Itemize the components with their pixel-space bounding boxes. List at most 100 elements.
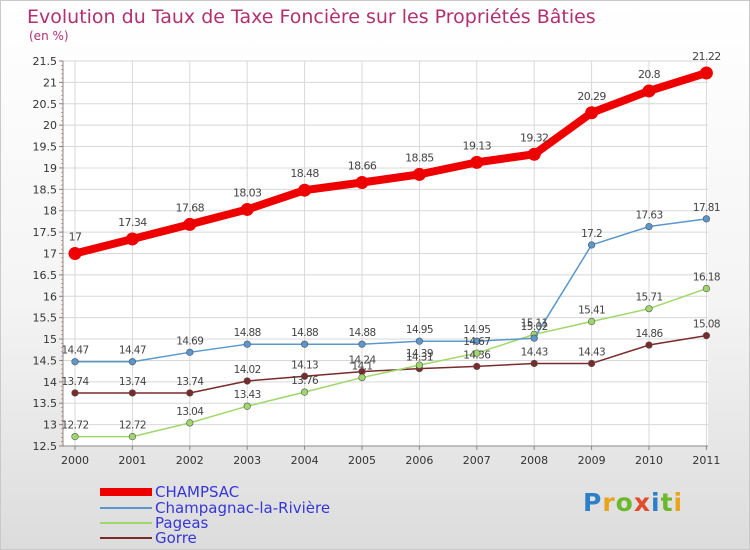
data-point <box>415 337 424 345</box>
data-label: 12.72 <box>119 420 146 432</box>
data-label: 15.11 <box>521 317 548 329</box>
data-point <box>587 359 596 368</box>
y-tick-label: 12.5 <box>33 440 58 453</box>
x-tick-label: 2010 <box>635 454 663 467</box>
data-point <box>702 284 711 293</box>
data-label: 17.68 <box>176 201 205 214</box>
y-tick-label: 19.5 <box>33 141 58 154</box>
chart-title: Evolution du Taux de Taxe Foncière sur l… <box>27 6 596 28</box>
data-point <box>186 419 194 427</box>
x-tick-label: 2005 <box>348 454 376 467</box>
data-label: 13.74 <box>119 376 147 388</box>
x-tick-label: 2004 <box>291 454 319 467</box>
data-label: 18.85 <box>405 151 434 164</box>
data-point <box>298 183 312 197</box>
logo-letter: t <box>660 488 674 517</box>
data-label: 12.72 <box>61 420 88 432</box>
data-label: 17 <box>69 231 82 244</box>
data-label: 15.08 <box>693 319 720 331</box>
data-point <box>473 349 481 357</box>
x-tick-label: 2008 <box>520 454 548 467</box>
x-tick-label: 2009 <box>578 454 606 467</box>
data-label: 14.86 <box>635 328 663 340</box>
data-point <box>645 222 653 231</box>
data-label: 21.22 <box>692 50 721 63</box>
legend-swatch <box>100 537 152 539</box>
data-label: 13.04 <box>176 406 204 418</box>
data-label: 18.48 <box>290 167 319 180</box>
data-point <box>358 340 366 348</box>
data-point <box>530 359 538 368</box>
legend-swatch <box>100 488 152 496</box>
data-point <box>301 372 309 380</box>
data-label: 18.03 <box>233 186 262 199</box>
data-label: 20.29 <box>577 90 606 103</box>
legend-label: CHAMPSAC <box>155 483 240 501</box>
data-point <box>415 361 424 369</box>
data-point <box>702 332 711 340</box>
data-label: 17.34 <box>118 216 147 229</box>
data-label: 14.47 <box>119 345 146 357</box>
y-tick-label: 18 <box>43 205 57 218</box>
data-label: 18.66 <box>348 159 377 172</box>
data-point <box>301 340 309 348</box>
data-label: 17.81 <box>693 202 720 214</box>
legend-item: Pageas <box>100 514 208 532</box>
proxiti-logo: Proxiti <box>583 488 683 517</box>
legend-item: Champagnac-la-Rivière <box>100 499 330 517</box>
data-label: 14.47 <box>61 345 88 357</box>
data-label: 13.74 <box>61 376 89 388</box>
y-tick-label: 21 <box>43 76 57 89</box>
data-point <box>585 106 599 120</box>
data-point <box>527 147 541 161</box>
data-point <box>470 155 484 169</box>
logo-letter: o <box>615 488 634 517</box>
y-tick-label: 18.5 <box>33 183 58 196</box>
series-line-3 <box>74 334 708 394</box>
data-label: 20.8 <box>638 68 661 81</box>
data-label: 14.88 <box>291 327 318 339</box>
y-tick-label: 17 <box>43 248 57 261</box>
y-tick-label: 13.5 <box>33 397 58 410</box>
legend-swatch <box>100 522 152 524</box>
data-point <box>243 340 251 348</box>
data-point <box>587 241 596 249</box>
data-point <box>183 217 197 231</box>
data-label: 14.1 <box>352 361 373 373</box>
data-label: 16.18 <box>693 272 720 284</box>
data-label: 15.02 <box>521 321 548 333</box>
x-tick-label: 2002 <box>176 454 204 467</box>
data-point <box>355 175 369 189</box>
data-point <box>186 389 194 397</box>
y-tick-label: 13 <box>43 419 57 432</box>
data-label: 14.69 <box>176 335 203 347</box>
x-tick-label: 2007 <box>463 454 491 467</box>
y-tick-label: 17.5 <box>33 226 58 239</box>
data-point <box>358 373 366 382</box>
y-tick-label: 19 <box>43 162 57 175</box>
data-label: 14.02 <box>234 364 261 376</box>
data-label: 14.95 <box>463 324 490 336</box>
legend-swatch <box>100 507 152 509</box>
y-tick-label: 14 <box>43 376 57 389</box>
series-line-2 <box>74 287 708 438</box>
data-point <box>71 358 79 366</box>
data-point <box>243 377 251 385</box>
y-tick-label: 15.5 <box>33 312 58 325</box>
data-point <box>186 348 194 356</box>
logo-letter: i <box>651 488 661 517</box>
y-tick-label: 21.5 <box>33 55 58 68</box>
data-label: 13.43 <box>234 389 261 401</box>
data-label: 14.43 <box>578 346 605 358</box>
data-label: 14.88 <box>348 327 375 339</box>
data-label: 14.24 <box>348 355 376 367</box>
legend-item: CHAMPSAC <box>100 483 240 501</box>
data-point <box>301 388 309 396</box>
x-tick-label: 2011 <box>692 454 720 467</box>
data-point <box>530 334 538 342</box>
legend-item: Gorre <box>100 529 197 547</box>
data-label: 19.32 <box>520 131 549 144</box>
data-point <box>240 202 254 216</box>
data-point <box>645 305 653 313</box>
